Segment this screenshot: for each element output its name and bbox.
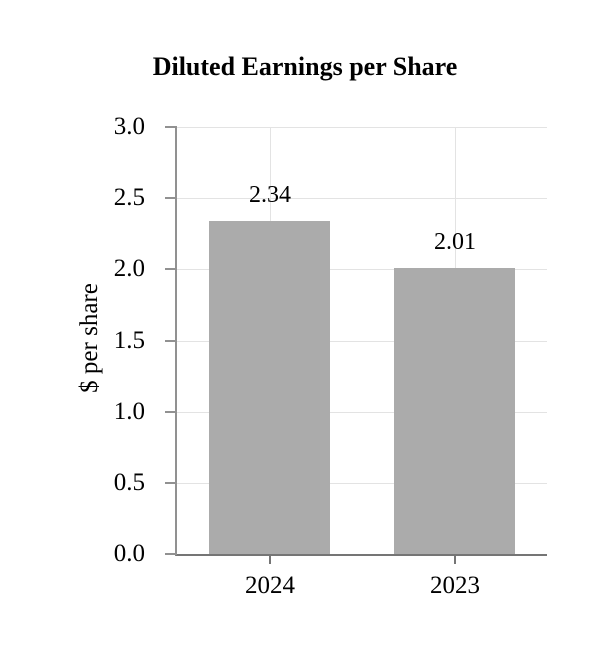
y-tick-1.0 bbox=[165, 411, 177, 413]
y-tick-label-0.0: 0.0 bbox=[113, 540, 145, 567]
x-tick-label-2023: 2023 bbox=[430, 572, 480, 599]
y-tick-label-1.5: 1.5 bbox=[113, 327, 145, 354]
bar-2024 bbox=[209, 221, 330, 554]
x-tick-2024 bbox=[269, 556, 271, 564]
x-tick-label-2024: 2024 bbox=[245, 572, 295, 599]
bar-2023 bbox=[394, 268, 515, 554]
y-tick-2.0 bbox=[165, 268, 177, 270]
y-tick-0.5 bbox=[165, 482, 177, 484]
y-tick-0.0 bbox=[165, 553, 177, 555]
h-gridline-1.5 bbox=[177, 341, 547, 342]
h-gridline-2.5 bbox=[177, 198, 547, 199]
y-tick-label-2.5: 2.5 bbox=[113, 184, 145, 211]
plot-area: 0.0 0.5 1.0 1.5 2.0 2.5 3.0 2.34 2024 2.01 2023 bbox=[114, 113, 547, 598]
chart-title: Diluted Earnings per Share bbox=[152, 52, 458, 81]
y-tick-label-3.0: 3.0 bbox=[113, 113, 145, 140]
y-tick-2.5 bbox=[165, 197, 177, 199]
bar-value-label-2024: 2.34 bbox=[249, 182, 291, 208]
h-gridline-3.0 bbox=[177, 127, 547, 128]
x-tick-2023 bbox=[454, 556, 456, 564]
y-tick-1.5 bbox=[165, 340, 177, 342]
y-axis-title: $ per share bbox=[76, 283, 103, 393]
h-gridline-2.0 bbox=[177, 269, 547, 270]
y-tick-3.0 bbox=[165, 126, 177, 128]
y-tick-label-0.5: 0.5 bbox=[113, 469, 145, 496]
h-gridline-0.5 bbox=[177, 483, 547, 484]
y-tick-label-2.0: 2.0 bbox=[113, 255, 145, 282]
y-tick-label-1.0: 1.0 bbox=[113, 398, 145, 425]
bar-value-label-2023: 2.01 bbox=[434, 229, 476, 255]
h-gridline-1.0 bbox=[177, 412, 547, 413]
